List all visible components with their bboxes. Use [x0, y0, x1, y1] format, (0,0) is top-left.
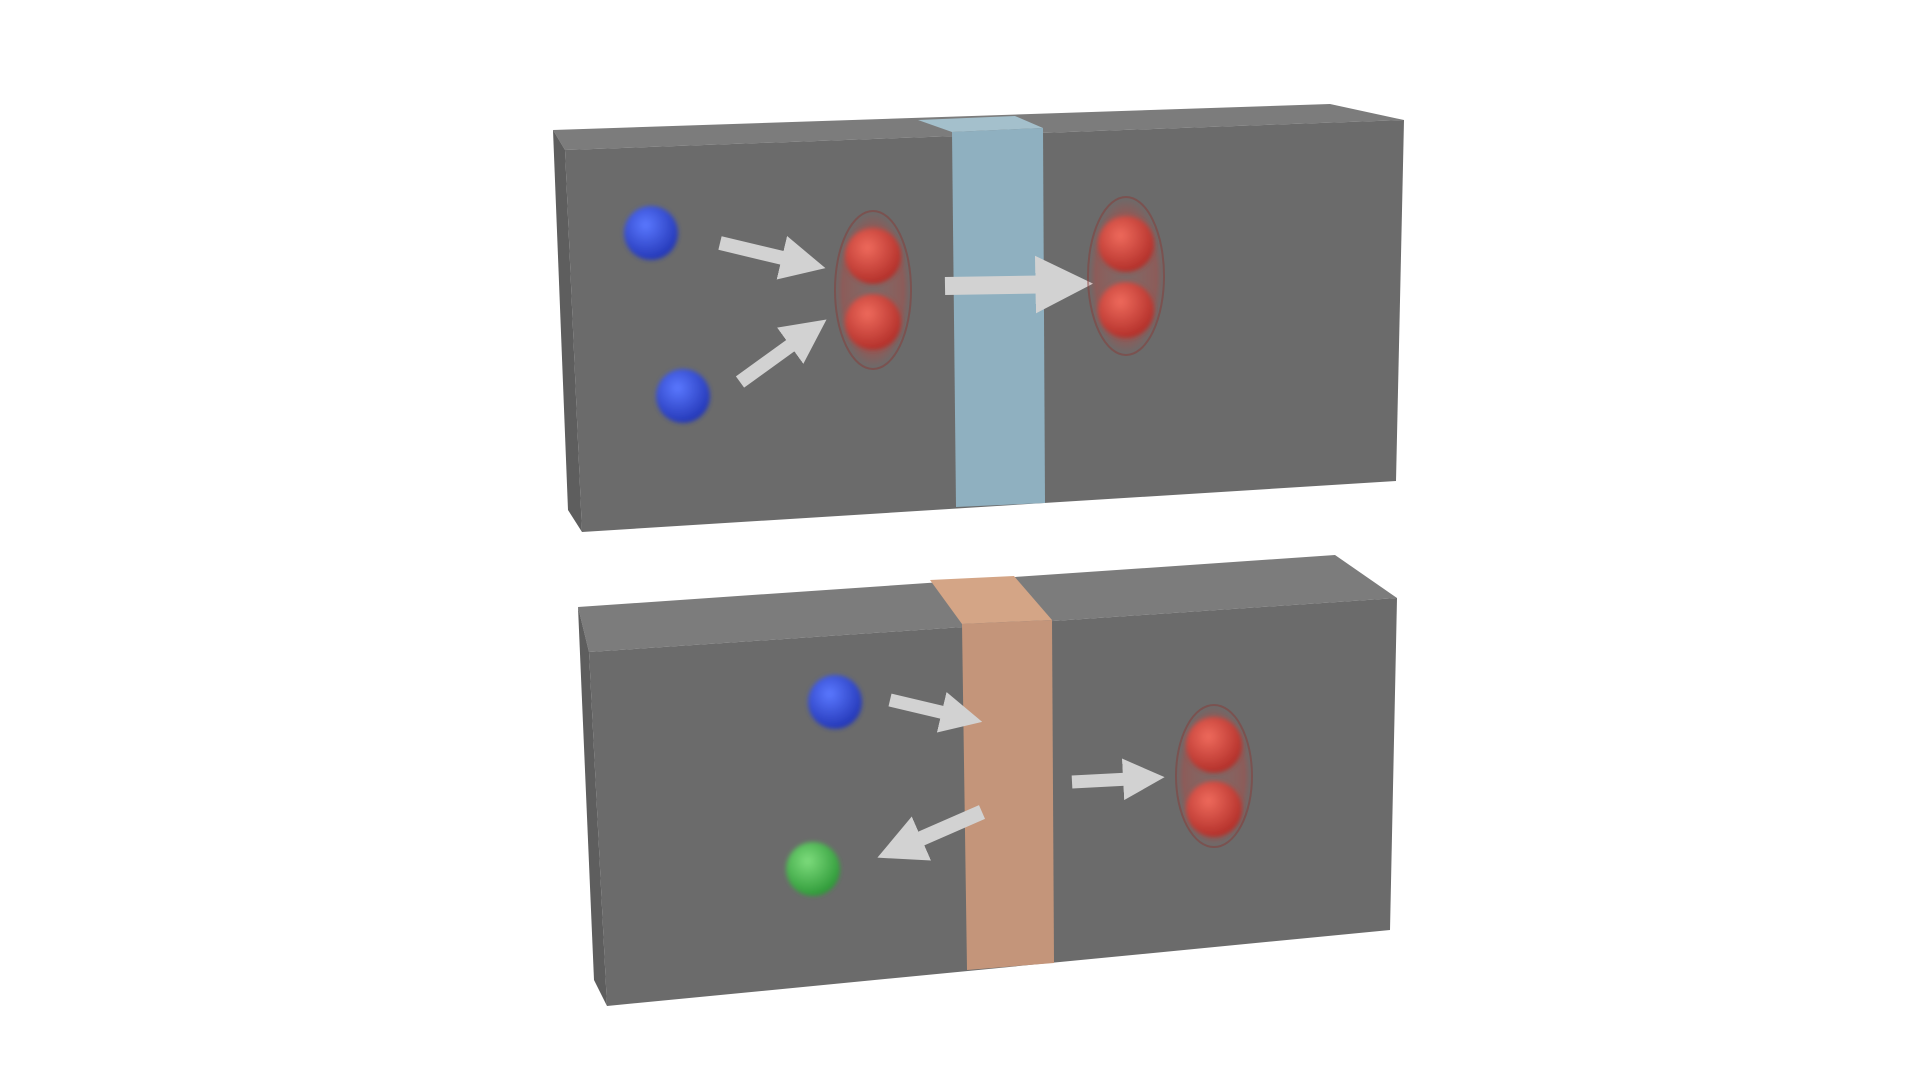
- bottom-barrier-front: [962, 620, 1054, 970]
- bottom-arrow-blue-to-barrier: [888, 692, 983, 733]
- bottom-green-particle: [786, 842, 840, 896]
- top-blue-particle-1: [624, 206, 678, 260]
- top-barrier-top: [918, 116, 1043, 132]
- red-particle: [1098, 216, 1154, 272]
- red-particle: [845, 228, 901, 284]
- red-particle: [1098, 282, 1154, 338]
- bottom-arrow-barrier-to-green: [877, 805, 986, 861]
- top-blue-particle-2: [656, 369, 710, 423]
- bottom-block: [578, 555, 1397, 1006]
- bottom-red-pair: [1175, 704, 1253, 848]
- bottom-barrier-top: [930, 576, 1052, 624]
- top-block-side-face: [553, 130, 582, 532]
- bottom-blue-particle: [808, 675, 862, 729]
- top-barrier-front: [952, 128, 1045, 507]
- red-particle: [1186, 717, 1242, 773]
- top-arrow-through-barrier: [944, 255, 1094, 314]
- red-particle: [845, 294, 901, 350]
- bottom-block-side-face: [578, 607, 607, 1006]
- top-red-pair-left: [834, 210, 912, 370]
- top-arrow-blue2-to-pair: [735, 319, 827, 388]
- top-red-pair-right: [1087, 196, 1165, 356]
- top-block: [553, 104, 1404, 532]
- top-arrow-blue1-to-pair: [718, 235, 826, 280]
- red-particle: [1186, 781, 1242, 837]
- bottom-arrow-to-pair: [1071, 758, 1165, 801]
